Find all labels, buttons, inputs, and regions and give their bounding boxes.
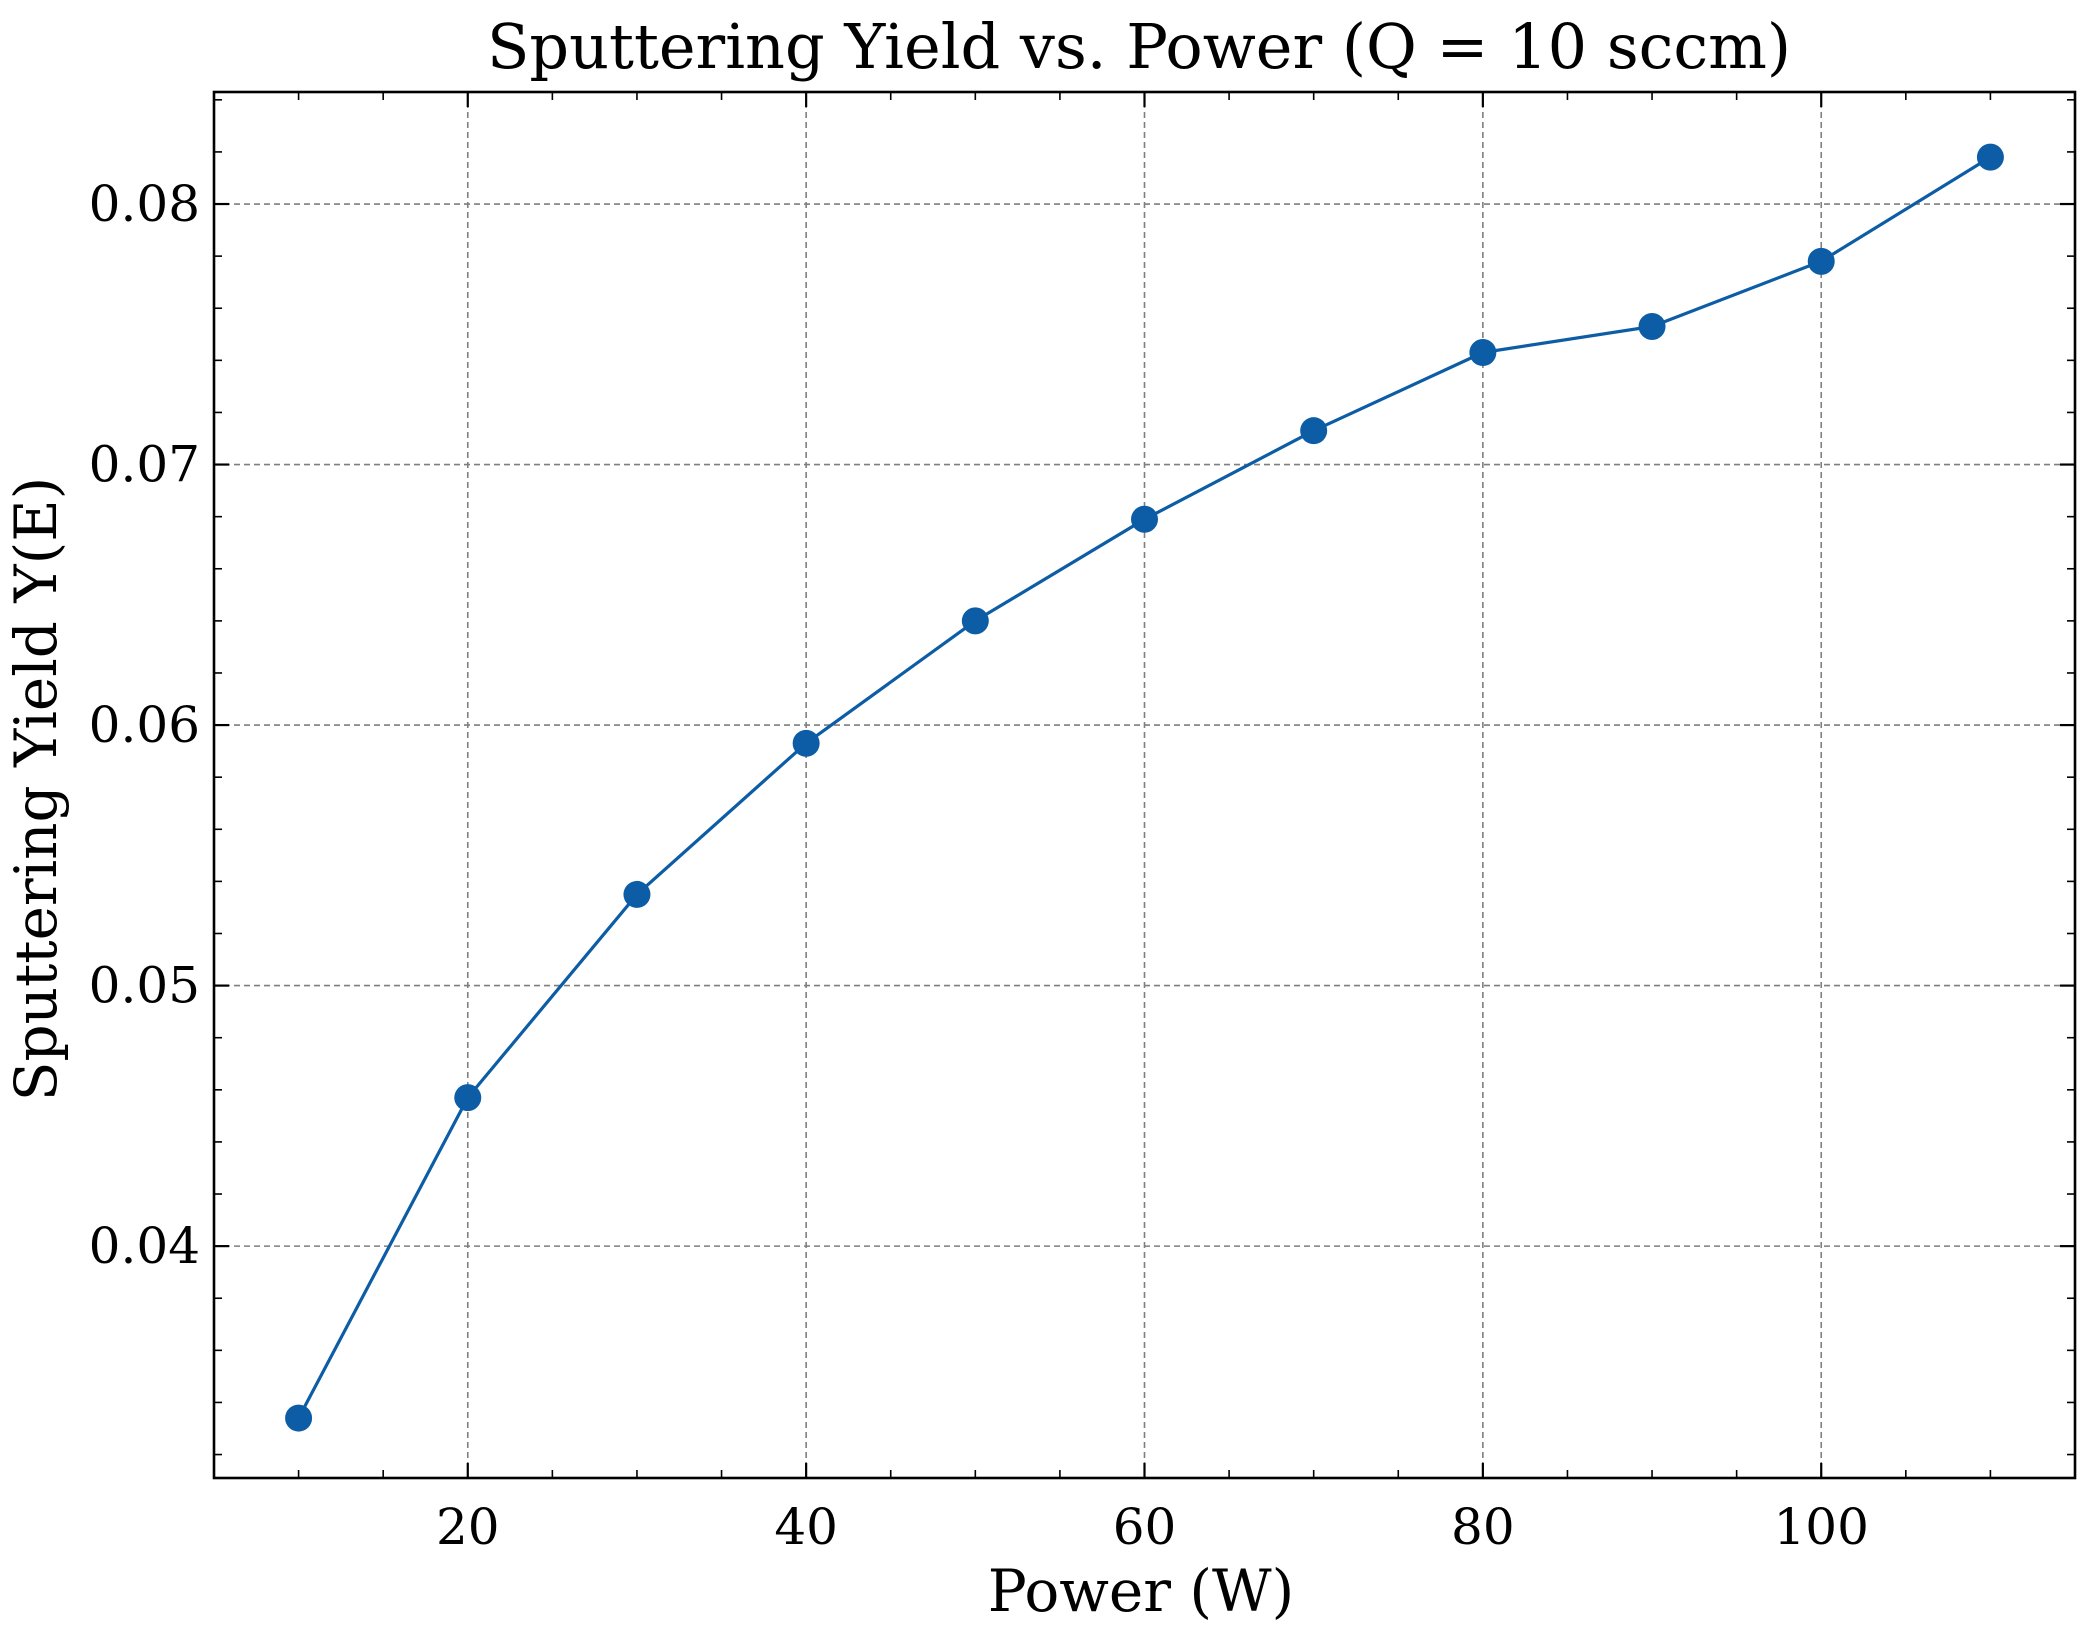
data-point: [1976, 143, 2004, 171]
x-tick-label: 40: [774, 1498, 838, 1556]
x-tick-label: 20: [436, 1498, 500, 1556]
data-point: [285, 1404, 313, 1432]
tick-labels: 20 40 60 80 100 0.04 0.05 0.06 0.07 0.08: [89, 175, 1869, 1556]
data-point: [1300, 417, 1328, 445]
data-point: [1131, 505, 1158, 533]
x-tick-label: 100: [1774, 1498, 1869, 1556]
y-tick-label: 0.04: [89, 1217, 200, 1275]
axis-ticks: [214, 92, 2075, 1478]
data-series: [285, 143, 2004, 1432]
data-point: [961, 607, 989, 635]
data-point: [623, 880, 651, 908]
x-tick-label: 60: [1113, 1498, 1177, 1556]
data-point: [1638, 312, 1666, 340]
data-point: [792, 729, 820, 757]
y-tick-label: 0.05: [89, 957, 200, 1015]
grid: [214, 92, 2075, 1478]
data-point: [454, 1084, 482, 1112]
y-tick-label: 0.06: [89, 696, 200, 754]
x-axis-label: Power (W): [988, 1557, 1295, 1625]
y-tick-label: 0.08: [89, 175, 200, 233]
data-point: [1807, 247, 1835, 275]
y-tick-label: 0.07: [89, 436, 200, 494]
y-axis-label: Sputtering Yield Y(E): [2, 477, 70, 1102]
x-tick-label: 80: [1451, 1498, 1515, 1556]
plot-frame: [212, 90, 2077, 1480]
chart-title: Sputtering Yield vs. Power (Q = 10 sccm): [487, 10, 1791, 83]
data-point: [1469, 339, 1497, 367]
